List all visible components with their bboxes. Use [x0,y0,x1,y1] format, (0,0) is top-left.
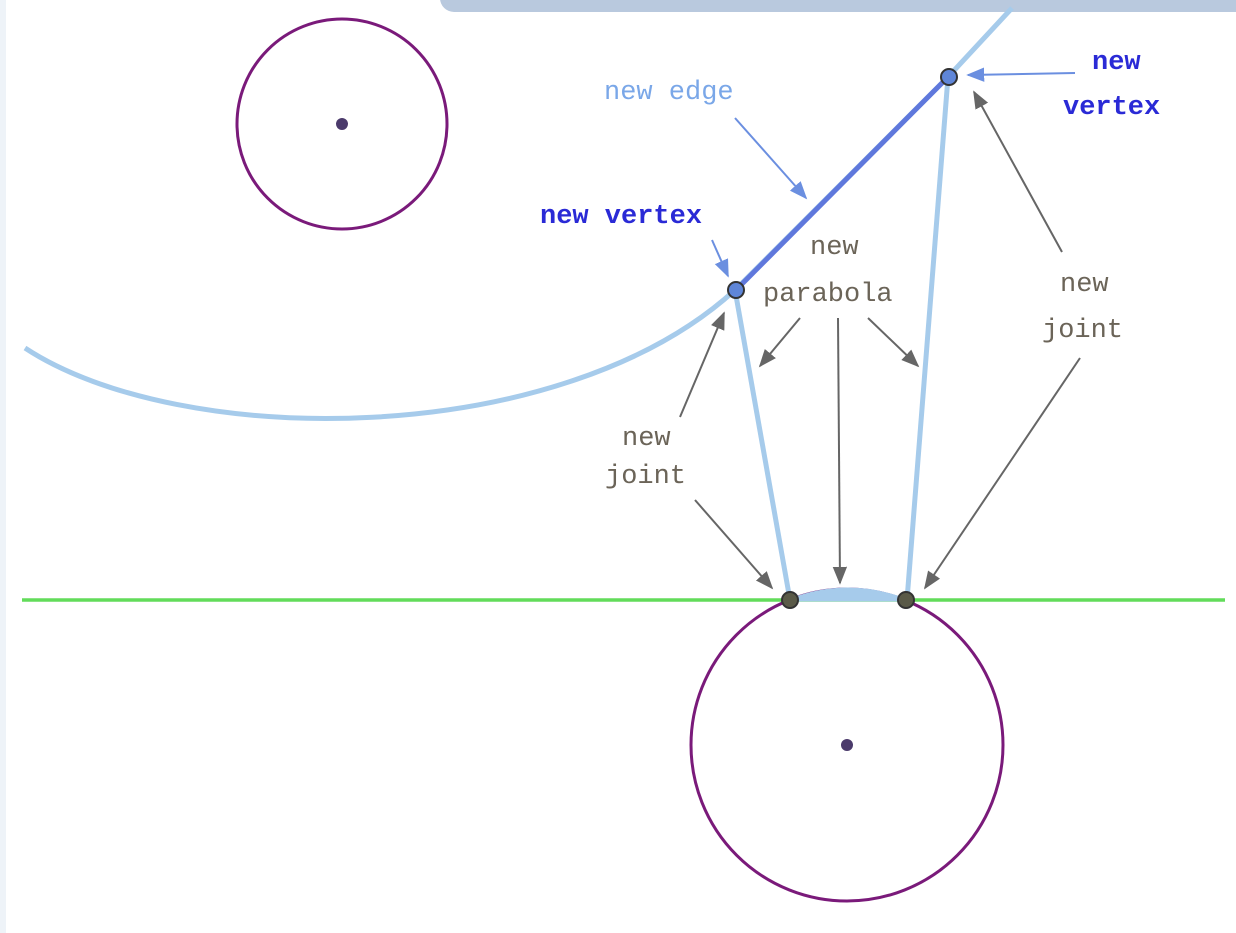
site-point [841,739,853,751]
label: joint [605,462,686,492]
arrow [711,239,729,278]
site-circle [235,17,449,231]
arrow [966,67,1076,82]
arrow [758,317,801,368]
joint [897,591,915,609]
label: new vertex [540,202,702,232]
arrow [832,317,848,585]
vertex [727,281,745,299]
parabola-side [904,76,951,601]
edge [735,75,950,291]
label: new [1092,48,1141,78]
arrow [694,499,774,590]
new-parabola [789,587,907,602]
arrow [734,117,808,200]
label: new [622,424,671,454]
label: parabola [763,280,893,310]
arrows [679,67,1081,590]
arrow [923,357,1081,590]
vertex [940,68,958,86]
top-bar [440,0,1236,12]
arrow [867,317,920,368]
joint [781,591,799,609]
site-point [336,118,348,130]
label: new [1060,270,1109,300]
arrow [679,311,725,418]
beach-line [23,6,1014,421]
left-strip [0,0,6,933]
label: new edge [604,78,734,108]
label: joint [1042,316,1123,346]
label: vertex [1063,93,1160,123]
parabola-side [732,289,793,601]
arrow [973,90,1063,253]
label: new [810,233,859,263]
